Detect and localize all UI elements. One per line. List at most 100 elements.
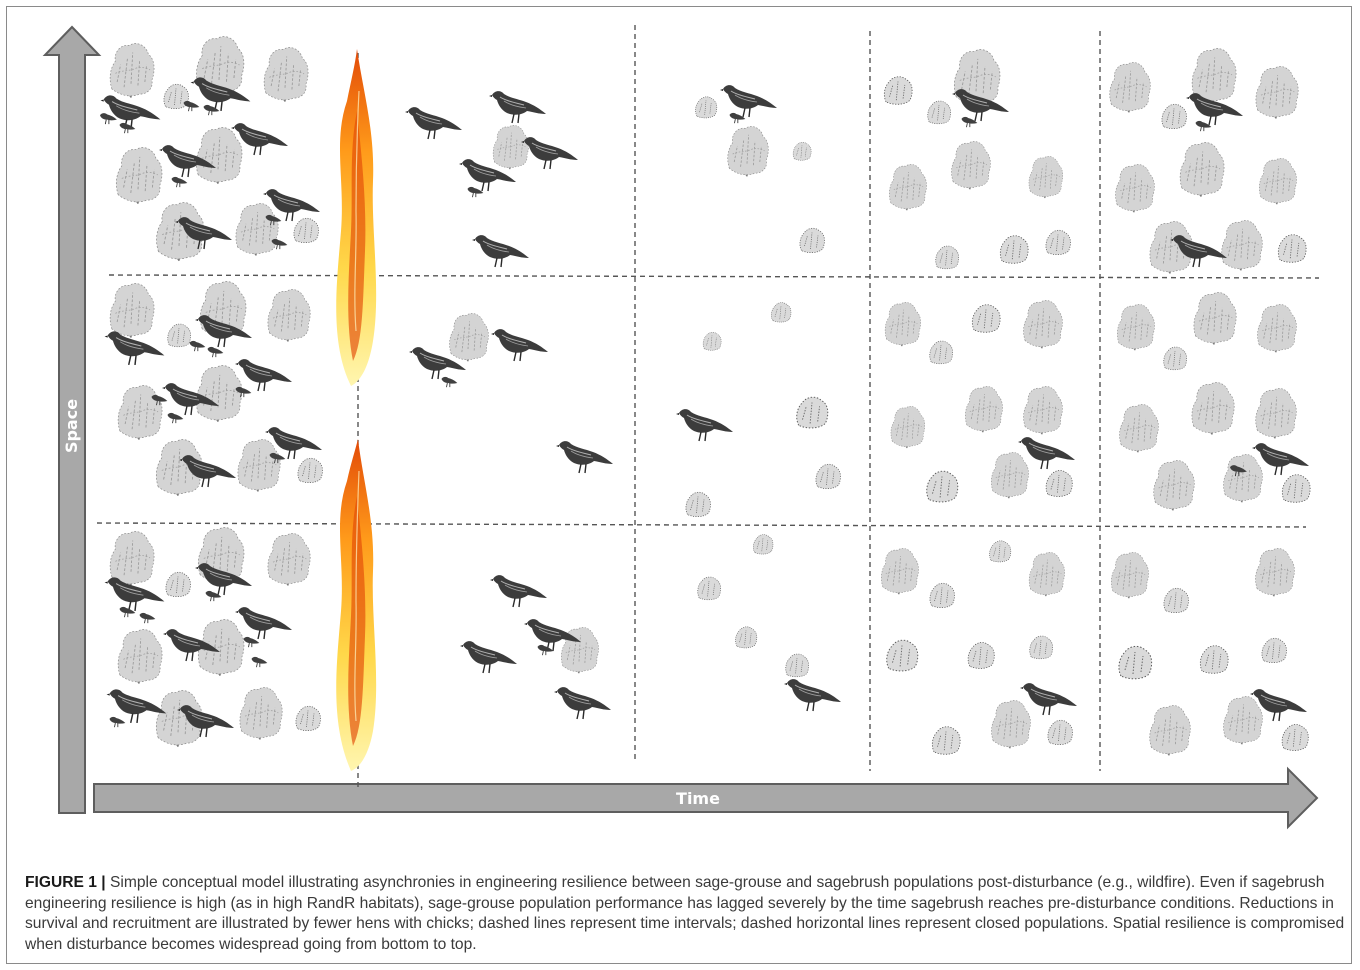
sagebrush-icon xyxy=(1028,155,1064,199)
sagebrush-icon xyxy=(1223,695,1263,745)
sagebrush-icon xyxy=(883,76,913,105)
sage-grouse-hen-icon xyxy=(99,94,162,130)
sage-grouse-hen-icon xyxy=(488,90,547,124)
time-axis: Time xyxy=(93,766,1319,830)
sagebrush-icon xyxy=(890,405,926,449)
sage-grouse-chick-icon xyxy=(139,612,156,624)
sagebrush-icon xyxy=(1116,303,1156,351)
sagebrush-icon xyxy=(109,530,155,587)
sagebrush-icon xyxy=(263,46,309,103)
cell-post1-top xyxy=(404,90,579,268)
sagebrush-icon xyxy=(267,288,311,343)
cell-post2-top xyxy=(695,84,825,254)
sagebrush-icon xyxy=(267,532,311,587)
sage-grouse-chick-icon xyxy=(537,644,554,656)
sage-grouse-hen-icon xyxy=(555,440,614,474)
sagebrush-icon xyxy=(109,42,155,99)
sagebrush-icon xyxy=(109,282,155,339)
sagebrush-icon xyxy=(117,384,163,441)
sagebrush-icon xyxy=(727,125,769,177)
cell-post4-bottom xyxy=(1110,547,1309,756)
sagebrush-icon xyxy=(1163,346,1188,371)
sage-grouse-hen-icon xyxy=(234,606,293,640)
sage-grouse-hen-icon xyxy=(459,640,518,674)
sagebrush-icon xyxy=(115,146,163,205)
sage-grouse-hen-icon xyxy=(719,84,778,118)
time-axis-label: Time xyxy=(676,789,720,808)
sagebrush-icon xyxy=(695,96,718,119)
sagebrush-icon xyxy=(964,385,1004,433)
cell-pre-top xyxy=(99,36,321,262)
sagebrush-icon xyxy=(1029,635,1054,660)
cell-post3-bottom xyxy=(880,540,1078,755)
sage-grouse-hen-icon xyxy=(675,408,734,442)
sage-grouse-chick-icon xyxy=(109,716,126,728)
sagebrush-icon xyxy=(1119,403,1159,453)
sagebrush-icon xyxy=(1257,303,1297,353)
cell-post4-top xyxy=(1109,47,1307,275)
sagebrush-icon xyxy=(796,396,829,429)
sagebrush-icon xyxy=(1258,157,1298,205)
sage-grouse-hen-icon xyxy=(1019,682,1078,716)
sagebrush-icon xyxy=(1255,547,1295,597)
sage-grouse-chick-icon xyxy=(207,346,224,358)
sagebrush-icon xyxy=(295,705,321,732)
sage-grouse-hen-icon xyxy=(489,574,548,608)
sagebrush-icon xyxy=(735,626,758,649)
sagebrush-icon xyxy=(297,457,323,484)
sage-grouse-chick-icon xyxy=(441,376,458,388)
sagebrush-icon xyxy=(929,340,954,365)
sagebrush-icon xyxy=(1023,299,1063,349)
sagebrush-icon xyxy=(1277,234,1307,263)
conceptual-diagram: Space Time xyxy=(42,25,1320,830)
population-boundary-line-2 xyxy=(96,522,1307,528)
sagebrush-icon xyxy=(1221,219,1263,271)
sagebrush-icon xyxy=(880,547,920,595)
space-axis-label: Space xyxy=(62,399,81,453)
sagebrush-icon xyxy=(167,323,192,348)
sagebrush-icon xyxy=(1193,291,1237,346)
sagebrush-icon xyxy=(1199,645,1229,674)
sagebrush-icon xyxy=(449,312,489,362)
sagebrush-icon xyxy=(1255,387,1297,439)
sagebrush-icon xyxy=(165,571,191,598)
sage-grouse-hen-icon xyxy=(404,106,463,140)
sagebrush-icon xyxy=(990,451,1030,499)
sagebrush-icon xyxy=(1281,474,1311,503)
sage-grouse-hen-icon xyxy=(1017,436,1076,470)
sage-grouse-hen-icon xyxy=(553,686,612,720)
sagebrush-icon xyxy=(815,463,841,490)
sagebrush-icon xyxy=(195,364,243,423)
sagebrush-icon xyxy=(888,163,928,211)
sagebrush-icon xyxy=(492,124,530,170)
sagebrush-icon xyxy=(237,438,281,493)
cell-post4-middle xyxy=(1116,291,1311,511)
sagebrush-icon xyxy=(195,126,243,185)
sagebrush-icon xyxy=(1118,645,1153,680)
sagebrush-icon xyxy=(886,639,919,672)
up-arrow-icon xyxy=(42,25,102,814)
sagebrush-icon xyxy=(239,686,283,741)
sagebrush-icon xyxy=(1028,551,1066,597)
sagebrush-icon xyxy=(1223,453,1263,503)
sagebrush-icon xyxy=(1047,719,1073,746)
sage-grouse-hen-icon xyxy=(783,678,842,712)
sage-grouse-chick-icon xyxy=(251,656,268,668)
sagebrush-icon xyxy=(931,726,961,755)
sagebrush-icon xyxy=(117,628,163,685)
sage-grouse-chick-icon xyxy=(467,186,484,198)
sagebrush-icon xyxy=(1261,637,1287,664)
sagebrush-icon xyxy=(971,304,1001,333)
sage-grouse-chick-icon xyxy=(203,104,220,116)
sagebrush-icon xyxy=(884,301,922,347)
sagebrush-icon xyxy=(989,540,1012,563)
sage-grouse-hen-icon xyxy=(520,136,579,170)
sagebrush-icon xyxy=(702,332,722,351)
sagebrush-icon xyxy=(792,142,812,161)
sagebrush-icon xyxy=(1109,61,1151,113)
wildfire-icon-lower xyxy=(336,439,377,771)
sagebrush-icon xyxy=(926,470,959,503)
sagebrush-icon xyxy=(770,302,792,323)
sage-grouse-chick-icon xyxy=(189,340,206,352)
sagebrush-icon xyxy=(1045,470,1073,497)
